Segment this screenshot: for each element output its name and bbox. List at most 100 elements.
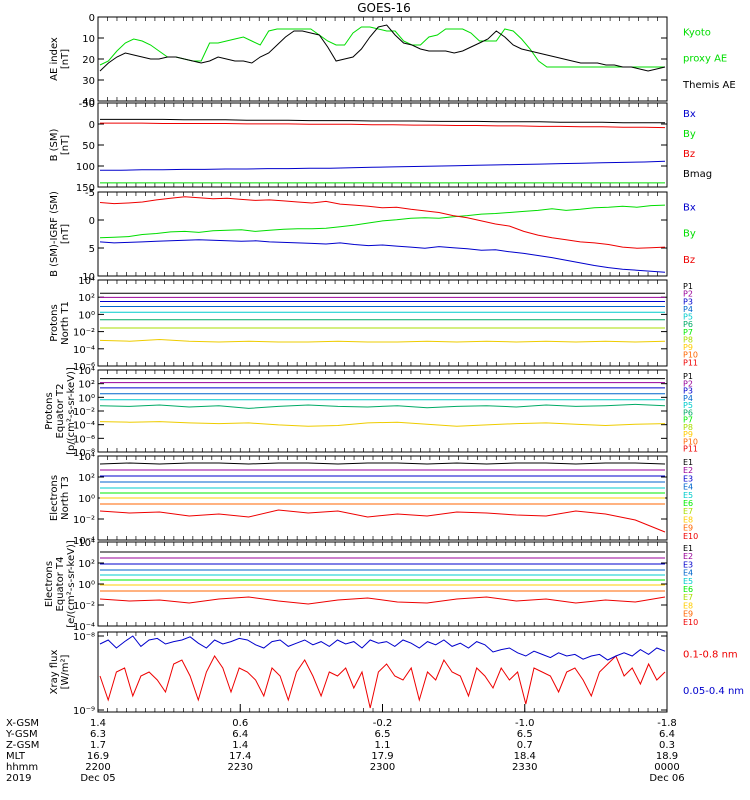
y-axis-label: [e/(cm²-s-sr-keV)] <box>66 540 77 628</box>
footer-row-label: 2019 <box>6 773 31 784</box>
legend-entry: E6 <box>683 499 693 508</box>
y-tick-label: 10⁴ <box>78 366 95 377</box>
y-axis-label: North T1 <box>60 301 71 345</box>
legend-entry: E6 <box>683 585 693 594</box>
y-axis-label: [nT] <box>60 224 71 244</box>
footer-value: 6.4 <box>659 729 675 740</box>
series-line-0-05-0-4-nm <box>99 635 666 661</box>
footer-value: 1.4 <box>90 718 106 729</box>
footer-value: 6.4 <box>232 729 248 740</box>
y-tick-label: 10⁻⁴ <box>73 345 95 356</box>
footer-row-label: Y-GSM <box>5 729 38 740</box>
footer-value: 1.4 <box>232 740 248 751</box>
legend-entry: P4 <box>683 394 693 403</box>
footer-value: -1.0 <box>515 718 535 729</box>
footer-value: 6.5 <box>375 729 391 740</box>
y-tick-label: 10⁰ <box>78 310 95 321</box>
series-line-e10 <box>99 509 666 533</box>
y-tick-label: 0 <box>89 120 95 131</box>
y-tick-label: 40 <box>82 97 95 108</box>
footer-value: 17.4 <box>229 751 251 762</box>
panel-electrons_t3: 10⁻⁴ 10⁻² 10⁰ 10² 10⁴ Electrons North T3 E1E2E3… <box>49 452 698 547</box>
legend-entry: P4 <box>683 305 693 314</box>
legend-entry: 0.05-0.4 nm <box>683 686 744 697</box>
legend-entry: Bz <box>683 149 695 160</box>
footer-value: 2300 <box>370 762 395 773</box>
y-tick-label: 50 <box>82 141 95 152</box>
y-axis-label: Xray flux <box>49 650 60 695</box>
legend-entry: E5 <box>683 577 693 586</box>
legend-entry: E7 <box>683 507 693 516</box>
y-tick-label: 10⁻² <box>73 515 95 526</box>
y-axis-label: Electrons <box>49 475 60 521</box>
legend-entry: E9 <box>683 524 693 533</box>
y-axis-label: Electrons <box>44 561 55 607</box>
y-tick-label: 10² <box>78 473 95 484</box>
legend-entry: E10 <box>683 532 698 541</box>
panel-bsm: 150 100 50 0 -50 B (SM) [nT] Bx By Bz Bmag <box>49 99 712 194</box>
panel-frame <box>97 102 668 188</box>
legend-entry: E8 <box>683 601 693 610</box>
legend-entry: P6 <box>683 320 693 329</box>
y-tick-label: 10⁻⁴ <box>73 536 95 547</box>
legend-entry: P7 <box>683 328 693 337</box>
legend-entry: E2 <box>683 466 693 475</box>
y-tick-label: 10⁴ <box>78 452 95 463</box>
y-tick-label: 10⁰ <box>78 580 95 591</box>
legend-entry: E5 <box>683 491 693 500</box>
y-tick-label: 10⁻⁴ <box>73 421 95 432</box>
y-axis-label: Equator T4 <box>55 557 66 612</box>
footer-ephemeris: X-GSMY-GSMZ-GSMMLThhmm20191.46.31.716.92… <box>5 704 685 784</box>
y-tick-label: 30 <box>82 76 95 87</box>
footer-value: -1.8 <box>657 718 677 729</box>
legend-entry: E9 <box>683 610 693 619</box>
footer-value: 18.4 <box>514 751 536 762</box>
y-axis-label: B (SM) <box>49 128 60 161</box>
footer-value: 0.3 <box>659 740 675 751</box>
legend-entry: E10 <box>683 618 698 627</box>
series-line-bmag <box>100 118 665 124</box>
legend-entry: P5 <box>683 401 693 410</box>
y-tick-label: 10⁰ <box>78 494 95 505</box>
legend-entry: E7 <box>683 593 693 602</box>
y-tick-label: 0 <box>89 13 95 24</box>
footer-value: 0.6 <box>232 718 248 729</box>
panel-frame <box>97 541 668 627</box>
legend-entry: P11 <box>683 445 698 454</box>
footer-value: 6.5 <box>517 729 533 740</box>
y-tick-label: 10⁻⁹ <box>73 706 95 717</box>
legend-entry: E8 <box>683 515 693 524</box>
y-axis-label: North T3 <box>60 476 71 520</box>
legend-entry: Themis AE <box>682 80 736 91</box>
footer-value: 17.9 <box>371 751 393 762</box>
footer-value: 0.7 <box>517 740 533 751</box>
legend-entry: Bx <box>683 109 696 120</box>
panel-ae: 40 30 20 10 0 AE index [nT] Kyoto proxy AE Themis… <box>49 13 736 108</box>
y-tick-label: 10⁻⁸ <box>73 448 95 459</box>
footer-value: 18.9 <box>656 751 678 762</box>
legend-entry: By <box>683 229 696 240</box>
y-tick-label: 10² <box>78 293 95 304</box>
legend-entry: Bmag <box>683 169 712 180</box>
footer-value: 16.9 <box>87 751 109 762</box>
legend-entry: P2 <box>683 379 693 388</box>
y-tick-label: 10 <box>82 34 95 45</box>
y-tick-label: 10⁴ <box>78 538 95 549</box>
y-tick-label: 150 <box>76 183 95 194</box>
legend-entry: E4 <box>683 569 693 578</box>
legend-entry: Kyoto <box>683 27 711 38</box>
legend-entry: P7 <box>683 416 693 425</box>
legend-entry: P6 <box>683 408 693 417</box>
legend-entry: E2 <box>683 552 693 561</box>
y-tick-label: 20 <box>82 55 95 66</box>
legend-entry: proxy AE <box>683 54 727 65</box>
legend-entry: P11 <box>683 358 698 367</box>
y-tick-label: 10⁰ <box>78 393 95 404</box>
panel-frame <box>97 631 668 713</box>
series-line-e10 <box>99 596 666 605</box>
footer-value: 1.7 <box>90 740 106 751</box>
y-tick-label: 10⁻⁶ <box>73 362 95 373</box>
footer-value: 6.3 <box>90 729 106 740</box>
y-axis-label: Equator T2 <box>55 384 66 439</box>
